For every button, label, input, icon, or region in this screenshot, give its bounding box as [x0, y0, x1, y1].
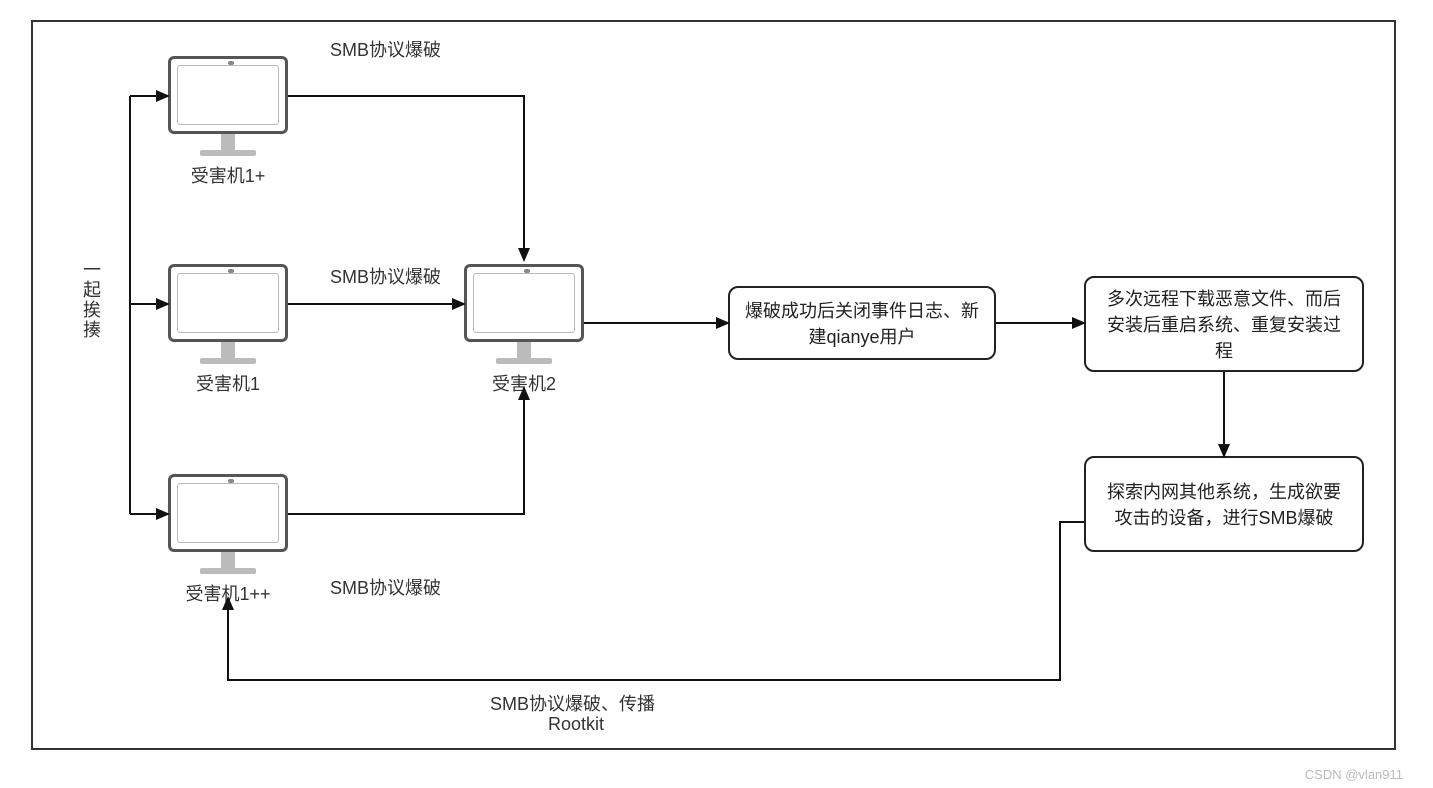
watermark-text: CSDN @vlan911 [1305, 767, 1403, 782]
victim2-label: 受害机2 [464, 370, 584, 396]
monitor-victim1pp-icon [168, 474, 288, 574]
victim1pp-label: 受害机1++ [168, 580, 288, 606]
monitor-victim2-icon [464, 264, 584, 364]
edge-label-vertical: 一起挨揍 [78, 260, 104, 340]
step-box-download-install-text: 多次远程下载恶意文件、而后安装后重启系统、重复安装过程 [1100, 285, 1348, 363]
edge-label-smb3: SMB协议爆破 [330, 574, 441, 600]
step-box-explore-lan-text: 探索内网其他系统，生成欲要攻击的设备，进行SMB爆破 [1100, 478, 1348, 530]
victim1plus-label: 受害机1+ [168, 162, 288, 188]
edge-label-smb1: SMB协议爆破 [330, 36, 441, 62]
diagram-canvas: 受害机1+ 受害机1 受害机1++ 受害机2 SMB协议爆破 SMB协议爆破 S… [0, 0, 1433, 788]
victim1-label: 受害机1 [168, 370, 288, 396]
step-box-close-log: 爆破成功后关闭事件日志、新建qianye用户 [728, 286, 996, 360]
edge-label-bottom1: SMB协议爆破、传播 [490, 690, 655, 716]
step-box-explore-lan: 探索内网其他系统，生成欲要攻击的设备，进行SMB爆破 [1084, 456, 1364, 552]
edge-label-bottom2: Rootkit [548, 714, 604, 735]
monitor-victim1-icon [168, 264, 288, 364]
step-box-close-log-text: 爆破成功后关闭事件日志、新建qianye用户 [744, 297, 980, 349]
step-box-download-install: 多次远程下载恶意文件、而后安装后重启系统、重复安装过程 [1084, 276, 1364, 372]
edge-label-smb2: SMB协议爆破 [330, 263, 441, 289]
monitor-victim1plus-icon [168, 56, 288, 156]
